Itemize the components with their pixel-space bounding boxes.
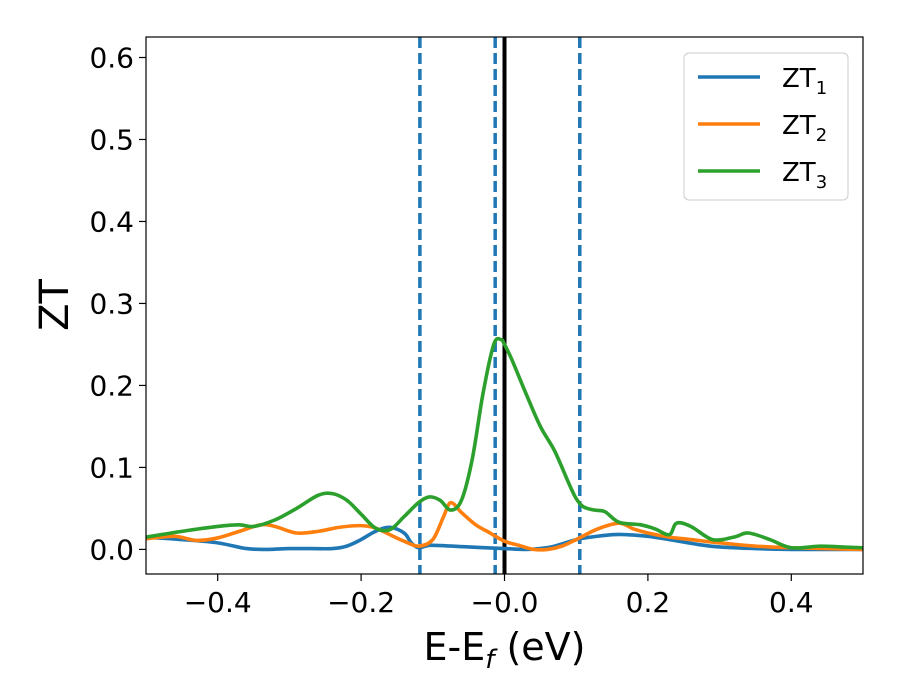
y-tick-label: 0.4	[89, 205, 134, 238]
x-tick-label: −0.0	[471, 586, 539, 619]
legend-label-zt3: ZT3	[782, 158, 827, 193]
y-tick-label: 0.6	[89, 41, 134, 74]
series-line-zt3	[146, 336, 863, 550]
legend: ZT1 ZT2 ZT3	[683, 52, 849, 201]
series-line-zt1	[146, 525, 863, 552]
reference-lines	[418, 37, 582, 574]
x-tick-label: −0.2	[327, 586, 395, 619]
series-line-zt2	[146, 500, 863, 552]
x-tick-label: −0.4	[184, 586, 252, 619]
y-tick-label: 0.2	[89, 369, 134, 402]
legend-label-zt2: ZT2	[782, 111, 827, 146]
x-axis: −0.4 −0.2 −0.0 0.2 0.4	[184, 574, 814, 619]
plot-content	[146, 37, 863, 574]
y-tick-label: 0.1	[89, 451, 134, 484]
legend-label-zt1: ZT1	[782, 64, 827, 99]
x-axis-label-unit: (eV)	[494, 625, 585, 669]
x-axis-label-main: E-E	[424, 625, 486, 669]
legend-box	[683, 52, 849, 201]
y-tick-label: 0.0	[89, 533, 134, 566]
y-axis: 0.0 0.1 0.2 0.3 0.4 0.5 0.6	[89, 41, 146, 566]
x-tick-label: 0.4	[769, 586, 814, 619]
series-lines	[146, 336, 863, 552]
x-tick-label: 0.2	[626, 586, 671, 619]
y-tick-label: 0.3	[89, 287, 134, 320]
y-axis-label: ZT	[32, 279, 78, 331]
y-tick-label: 0.5	[89, 123, 134, 156]
x-axis-label: E-Ef (eV)	[424, 625, 586, 675]
